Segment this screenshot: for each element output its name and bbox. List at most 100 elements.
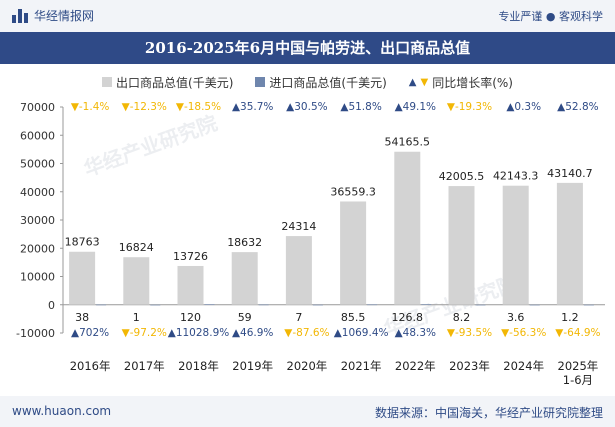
y-tick-label: 30000 [20,214,55,227]
x-tick-label: 2016年 [70,359,111,373]
x-tick-label: 2024年 [503,359,544,373]
growth-import-label: ▲1069.4% [334,327,389,339]
x-tick-label: 2018年 [178,359,219,373]
legend-export-swatch [102,77,113,87]
import-value-label: 85.5 [341,311,366,324]
growth-export-label: ▲30.5% [286,101,327,113]
legend-growth: ▲ ▼ 同比增长率(%) [409,72,513,92]
growth-import-label: ▲48.3% [395,327,436,339]
top-bar: 华经情报网 专业严谨 ● 客观科学 [0,0,615,32]
growth-import-label: ▼-97.2% [122,327,167,339]
x-tick-label: 2021年 [341,359,382,373]
legend-export: 出口商品总值(千美元) [102,72,233,92]
export-bar [285,236,312,305]
import-bar [312,304,323,306]
import-bar [204,304,215,306]
export-value-label: 54165.5 [385,136,431,149]
import-value-label: 120 [180,311,201,324]
brand: 华经情报网 [12,7,94,24]
x-tick-label: 2017年 [124,359,165,373]
export-value-label: 43140.7 [547,167,593,180]
import-value-label: 1 [133,311,140,324]
x-tick-label: 2025年 [558,359,599,373]
import-value-label: 38 [75,311,89,324]
import-bar [150,304,161,306]
import-value-label: 7 [295,311,302,324]
growth-import-label: ▼-87.6% [284,327,329,339]
footer: www.huaon.com 数据来源：中国海关，华经产业研究院整理 [0,396,615,427]
growth-import-label: ▲11028.9% [168,327,229,339]
export-value-label: 18632 [227,236,262,249]
legend-import-swatch [255,77,266,87]
import-value-label: 126.8 [392,311,424,324]
y-tick-label: 40000 [20,186,55,199]
x-tick-label: 2019年 [232,359,273,373]
import-bar [421,304,432,305]
x-tick-label: 1-6月 [563,373,593,387]
footer-source: 数据来源：中国海关，华经产业研究院整理 [374,406,603,420]
import-value-label: 59 [238,311,252,324]
export-value-label: 42143.3 [493,170,539,183]
import-bar [367,304,378,306]
legend-growth-label: 同比增长率(%) [432,75,513,90]
y-tick-label: 20000 [20,242,55,255]
export-bar [394,151,421,305]
bar-chart: -10000 0 10000 20000 30000 40000 50000 60000 700… [16,101,605,387]
y-tick-label: 10000 [20,271,55,284]
export-bar [556,182,583,305]
legend-export-label: 出口商品总值(千美元) [116,75,234,90]
growth-export-label: ▲49.1% [395,101,436,113]
export-bar [231,252,258,305]
brand-name: 华经情报网 [34,9,95,23]
growth-export-label: ▼-1.4% [71,101,110,113]
import-bar [583,304,594,306]
x-tick-label: 2020年 [287,359,328,373]
header-tags: 专业严谨 ● 客观科学 [498,10,603,23]
y-tick-label: 70000 [20,101,55,114]
y-tick-label: 60000 [20,129,55,142]
export-bar [340,201,367,305]
export-bar [448,186,475,305]
import-value-label: 1.2 [561,311,579,324]
y-tick-label: 50000 [20,158,55,171]
growth-import-label: ▼-64.9% [555,327,600,339]
triangle-up-icon: ▲ [408,76,417,88]
growth-export-label: ▲35.7% [232,101,273,113]
growth-export-label: ▲52.8% [557,101,598,113]
x-tick-label: 2022年 [395,359,436,373]
growth-export-label: ▼-18.5% [176,101,221,113]
export-bar [123,257,150,305]
growth-export-label: ▲51.8% [340,101,381,113]
import-bar [258,304,269,306]
growth-import-label: ▼-56.3% [501,327,546,339]
import-bar [529,304,540,306]
growth-import-label: ▼-93.5% [447,327,492,339]
import-bar [96,304,107,306]
brand-logo-icon [12,8,28,23]
export-value-label: 24314 [281,220,316,233]
footer-site: www.huaon.com [12,404,112,418]
chart-title: 2016-2025年6月中国与帕劳进、出口商品总值 [0,32,615,64]
export-value-label: 42005.5 [439,170,485,183]
growth-export-label: ▼-19.3% [447,101,492,113]
export-value-label: 13726 [173,250,208,263]
growth-import-label: ▲46.9% [232,327,273,339]
x-tick-label: 2023年 [449,359,490,373]
export-value-label: 18763 [65,236,100,249]
export-bar [69,251,96,305]
triangle-down-icon: ▼ [420,76,429,88]
growth-export-label: ▲0.3% [506,101,541,113]
export-value-label: 36559.3 [330,185,376,198]
growth-import-label: ▲702% [71,327,109,339]
growth-export-label: ▼-12.3% [122,101,167,113]
y-tick-label: -10000 [16,327,55,340]
legend-import-label: 进口商品总值(千美元) [269,75,387,90]
y-tick-label: 0 [48,299,55,312]
import-value-label: 3.6 [507,311,525,324]
legend: 出口商品总值(千美元) 进口商品总值(千美元) ▲ ▼ 同比增长率(%) [0,72,615,92]
export-bar [177,265,204,305]
export-value-label: 16824 [119,241,154,254]
import-value-label: 8.2 [453,311,471,324]
import-bar [475,304,486,306]
export-bar [502,185,529,305]
